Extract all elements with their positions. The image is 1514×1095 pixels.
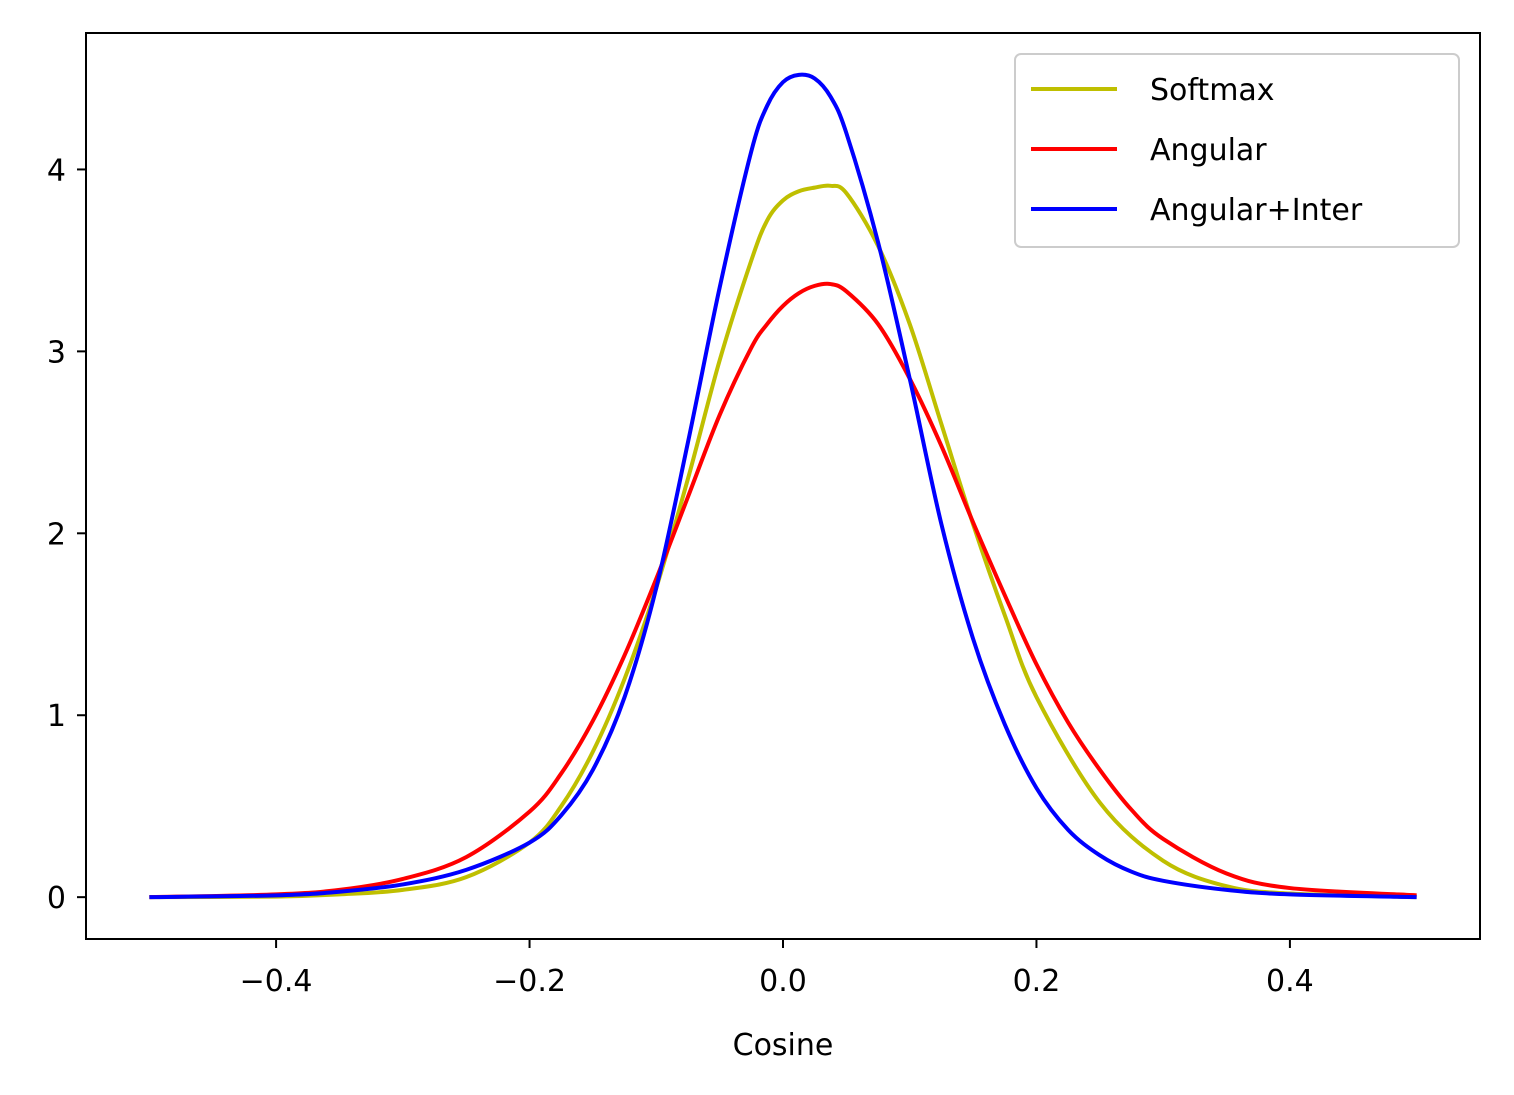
series-line-angular-inter — [149, 72, 1417, 900]
y-axis: 0 1 2 3 4 — [47, 153, 86, 916]
x-tick-label: 0.0 — [759, 964, 807, 999]
series-layer — [149, 72, 1417, 900]
legend-box — [1014, 53, 1460, 248]
x-axis: −0.4 −0.2 0.0 0.2 0.4 — [240, 939, 1314, 999]
y-tick-label: 1 — [47, 699, 66, 734]
legend: Softmax Angular Angular+Inter — [1014, 53, 1460, 248]
x-tick-label: −0.4 — [240, 964, 313, 999]
legend-label-angular: Angular — [1150, 133, 1267, 168]
x-tick-label: 0.4 — [1266, 964, 1314, 999]
x-tick-label: 0.2 — [1013, 964, 1061, 999]
y-tick-label: 4 — [47, 153, 66, 188]
x-tick-label: −0.2 — [493, 964, 566, 999]
y-tick-label: 2 — [47, 517, 66, 552]
legend-label-softmax: Softmax — [1150, 73, 1275, 108]
y-tick-label: 0 — [47, 881, 66, 916]
series-line-angular — [149, 281, 1417, 900]
y-tick-label: 3 — [47, 335, 66, 370]
legend-label-angular-inter: Angular+Inter — [1150, 193, 1363, 228]
x-axis-title: Cosine — [733, 1028, 834, 1063]
